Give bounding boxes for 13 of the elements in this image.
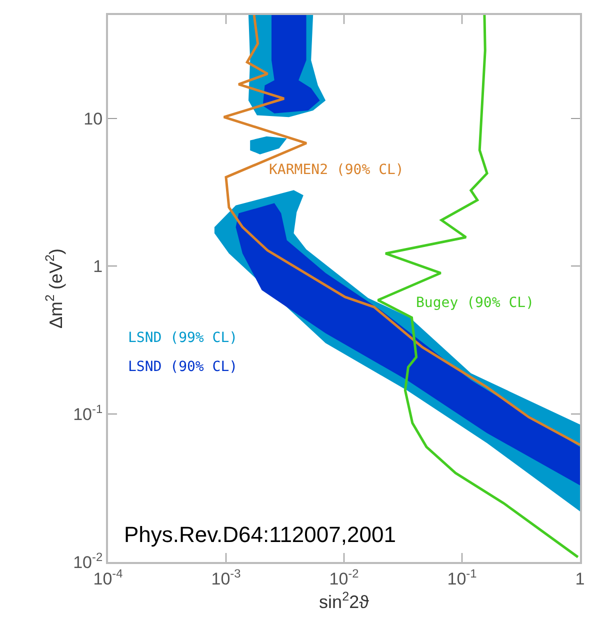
x-tick-label: 10$^{-2}$ bbox=[329, 566, 360, 588]
x-tick-label: 10$^{-3}$ bbox=[211, 566, 242, 588]
x-tick-label: 1 bbox=[575, 569, 585, 588]
x-axis-title: sin$^{2}$2ϑ bbox=[319, 589, 370, 612]
annotation: Phys.Rev.D64:112007,2001 bbox=[124, 522, 396, 547]
series-label: Bugey (90% CL) bbox=[416, 295, 534, 311]
series-label: KARMEN2 (90% CL) bbox=[269, 162, 404, 178]
text: LSND (90% CL) bbox=[128, 359, 238, 375]
y-tick-label: 1 bbox=[93, 257, 103, 276]
y-tick-label: 10 bbox=[84, 109, 103, 128]
y-tick-label: 10$^{-1}$ bbox=[73, 402, 103, 424]
text: LSND (99% CL) bbox=[128, 330, 238, 346]
x-tick-label: 10$^{-1}$ bbox=[447, 566, 478, 588]
